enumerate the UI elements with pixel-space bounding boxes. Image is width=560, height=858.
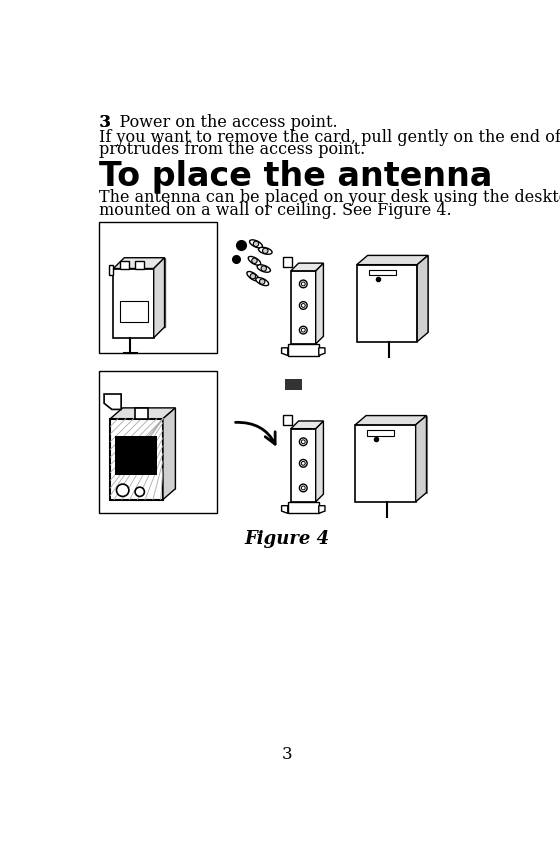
Polygon shape [104, 394, 121, 409]
Polygon shape [357, 256, 428, 264]
Ellipse shape [252, 258, 257, 263]
Polygon shape [319, 347, 325, 355]
Circle shape [300, 280, 307, 287]
Ellipse shape [247, 271, 259, 281]
Polygon shape [416, 415, 427, 502]
Circle shape [301, 282, 305, 286]
Circle shape [300, 438, 307, 445]
Circle shape [300, 302, 307, 310]
Polygon shape [319, 505, 325, 513]
Text: 3: 3 [100, 114, 110, 130]
Polygon shape [124, 257, 165, 327]
Ellipse shape [248, 257, 261, 265]
Polygon shape [283, 257, 292, 267]
Polygon shape [288, 502, 319, 513]
Polygon shape [291, 421, 324, 429]
Circle shape [301, 462, 305, 465]
Polygon shape [316, 421, 324, 502]
Polygon shape [291, 271, 316, 344]
Text: If you want to remove the card, pull gently on the end of the card which: If you want to remove the card, pull gen… [100, 130, 560, 146]
Ellipse shape [259, 279, 265, 284]
Ellipse shape [256, 277, 269, 286]
Circle shape [116, 484, 129, 497]
Circle shape [135, 487, 144, 497]
Text: protrudes from the access point.: protrudes from the access point. [100, 142, 366, 159]
Text: 3: 3 [282, 746, 292, 763]
Polygon shape [291, 263, 324, 271]
Ellipse shape [259, 247, 272, 254]
Text: 3  Power on the access point.: 3 Power on the access point. [100, 114, 338, 130]
Circle shape [301, 304, 305, 307]
Ellipse shape [250, 274, 255, 279]
Polygon shape [288, 344, 319, 355]
Ellipse shape [261, 266, 267, 271]
Text: mounted on a wall or ceiling. See Figure 4.: mounted on a wall or ceiling. See Figure… [100, 202, 452, 219]
Bar [100, 371, 217, 513]
Polygon shape [282, 347, 288, 355]
Polygon shape [110, 419, 163, 499]
Text: The antenna can be placed on your desk using the desktop stand or: The antenna can be placed on your desk u… [100, 190, 560, 206]
Circle shape [300, 484, 307, 492]
Circle shape [300, 460, 307, 467]
Polygon shape [135, 261, 144, 269]
Polygon shape [109, 265, 113, 275]
Bar [369, 270, 396, 275]
Polygon shape [113, 257, 165, 269]
Ellipse shape [263, 248, 268, 253]
Ellipse shape [257, 265, 270, 272]
FancyArrowPatch shape [236, 422, 275, 444]
Polygon shape [283, 414, 292, 425]
Polygon shape [417, 256, 428, 341]
Circle shape [301, 329, 305, 332]
Polygon shape [135, 408, 147, 419]
Polygon shape [120, 261, 129, 269]
Polygon shape [163, 408, 175, 499]
Circle shape [301, 486, 305, 490]
Bar [100, 222, 217, 353]
Text: To place the antenna: To place the antenna [100, 160, 493, 193]
Polygon shape [291, 429, 316, 502]
Ellipse shape [253, 241, 259, 246]
Polygon shape [357, 264, 417, 341]
Text: Figure 4: Figure 4 [244, 530, 330, 548]
Polygon shape [355, 425, 416, 502]
Polygon shape [366, 415, 427, 492]
Bar [115, 437, 157, 474]
Bar [367, 430, 394, 436]
Polygon shape [367, 256, 428, 332]
Polygon shape [316, 263, 324, 344]
Ellipse shape [250, 240, 263, 248]
Polygon shape [153, 257, 165, 338]
Polygon shape [355, 415, 427, 425]
Polygon shape [282, 505, 288, 513]
Bar [284, 379, 302, 390]
Polygon shape [110, 408, 175, 419]
Polygon shape [113, 269, 153, 338]
Circle shape [300, 326, 307, 334]
Circle shape [301, 440, 305, 444]
Bar [120, 301, 147, 323]
Polygon shape [123, 408, 175, 489]
